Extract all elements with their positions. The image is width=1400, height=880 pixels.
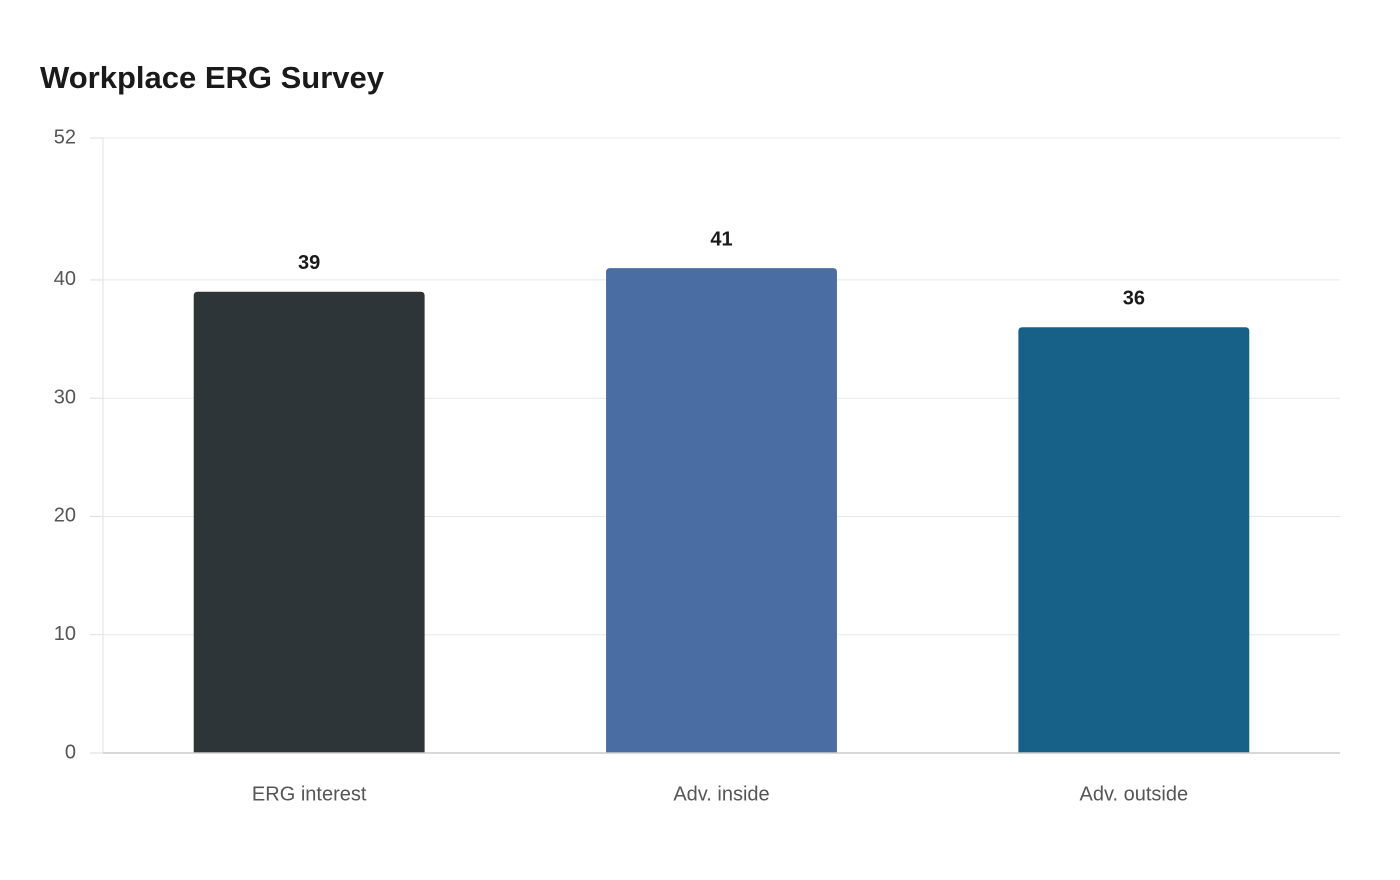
y-tick-label: 30	[54, 386, 76, 408]
x-tick-label: Adv. inside	[673, 783, 769, 805]
x-tick-label: Adv. outside	[1080, 783, 1189, 805]
bar	[606, 268, 837, 753]
y-tick-label: 10	[54, 623, 76, 645]
data-label: 39	[298, 252, 320, 274]
x-tick-label: ERG interest	[252, 783, 367, 805]
y-tick-label: 40	[54, 268, 76, 290]
data-label: 36	[1123, 288, 1145, 310]
chart-title: Workplace ERG Survey	[40, 60, 385, 95]
y-tick-label: 0	[65, 741, 76, 763]
bar	[193, 291, 425, 753]
y-tick-label: 20	[54, 505, 76, 527]
data-label: 41	[710, 228, 732, 250]
y-tick-label: 52	[54, 126, 76, 148]
bar	[1018, 327, 1250, 753]
